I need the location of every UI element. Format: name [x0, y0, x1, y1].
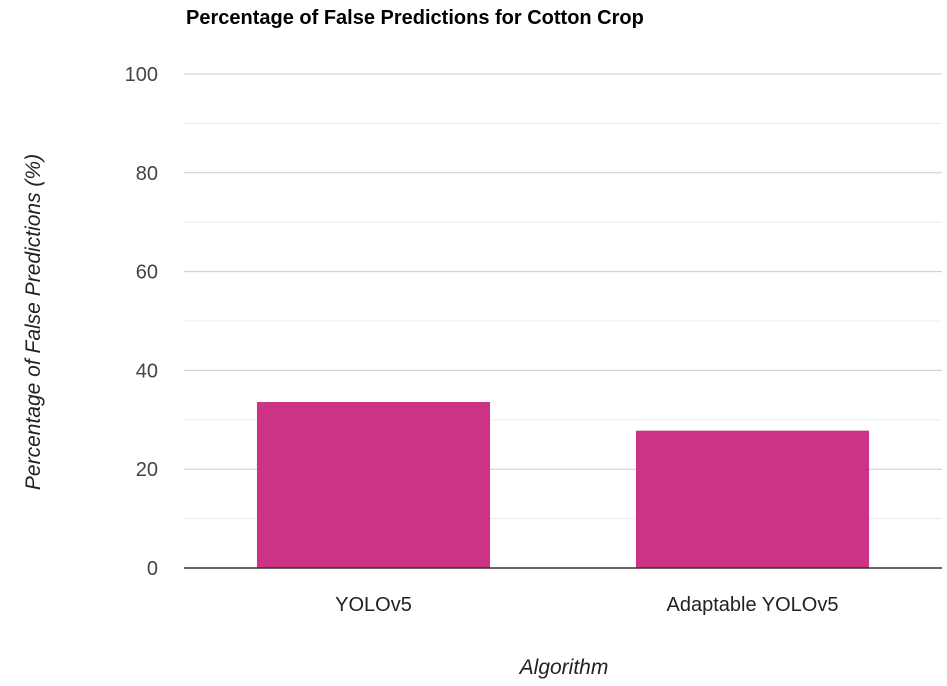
x-tick-label: Adaptable YOLOv5: [667, 594, 839, 616]
bar-yolov5: [256, 402, 491, 568]
y-tick-label: 40: [136, 360, 158, 382]
chart-title: Percentage of False Predictions for Cott…: [186, 7, 644, 29]
y-tick-label: 80: [136, 163, 158, 185]
x-tick-label: YOLOv5: [335, 594, 412, 616]
bars: [256, 402, 870, 568]
y-tick-label: 60: [136, 262, 158, 284]
y-tick-label: 100: [125, 64, 158, 86]
y-axis-title: Percentage of False Predictions (%): [22, 154, 45, 490]
bar-adaptable-yolov5: [635, 430, 870, 568]
y-tick-label: 20: [136, 459, 158, 481]
x-axis-category-labels: YOLOv5 Adaptable YOLOv5: [335, 594, 838, 616]
y-tick-label: 0: [147, 558, 158, 580]
x-axis-title: Algorithm: [518, 656, 609, 679]
y-axis-ticks: 0 20 40 60 80 100: [125, 64, 158, 580]
